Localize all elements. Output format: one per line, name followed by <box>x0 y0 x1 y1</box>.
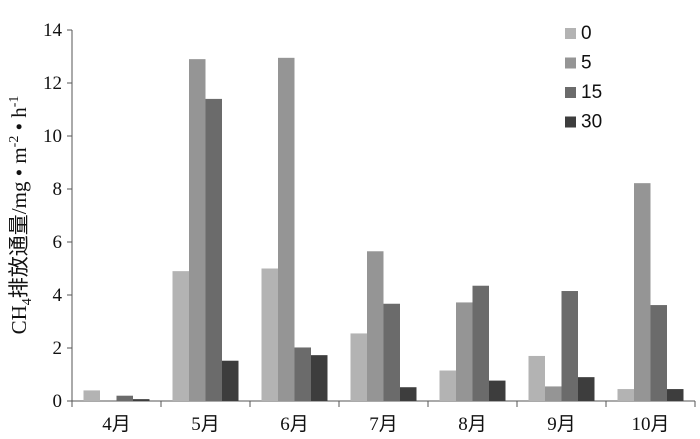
bar <box>472 285 489 401</box>
y-tick-label: 12 <box>43 73 62 94</box>
y-tick-label: 4 <box>53 285 63 306</box>
y-axis-title-mid2: • h <box>7 107 31 136</box>
bar <box>439 370 456 401</box>
y-axis-title-sup1: -2 <box>7 136 22 148</box>
bar <box>561 291 578 401</box>
bar <box>294 347 311 401</box>
y-axis-title-sub: 4 <box>20 298 35 305</box>
bar <box>367 251 384 401</box>
legend-swatch <box>565 87 576 98</box>
legend-swatch <box>565 116 576 128</box>
bar <box>261 268 278 401</box>
bar <box>634 183 651 401</box>
y-tick-label: 2 <box>53 338 63 359</box>
bar <box>650 305 667 401</box>
bar <box>83 390 100 401</box>
legend-label: 15 <box>581 82 602 103</box>
bar <box>172 271 189 401</box>
legend-label: 30 <box>581 112 602 133</box>
legend-swatch <box>565 57 576 69</box>
y-axis-title-base: CH <box>7 305 31 334</box>
bar <box>116 395 133 401</box>
x-tick-label: 8月 <box>458 414 487 435</box>
bar <box>578 377 595 401</box>
bar <box>528 355 545 401</box>
y-tick-label: 8 <box>53 179 63 200</box>
bar <box>189 59 206 402</box>
bar <box>205 98 222 402</box>
y-tick-label: 0 <box>53 391 63 412</box>
x-tick-label: 9月 <box>547 414 576 435</box>
y-axis-title: CH4排放通量/mg • m-2 • h-1 <box>7 96 35 335</box>
bar <box>489 380 506 401</box>
legend-label: 0 <box>581 23 592 44</box>
bar <box>545 386 562 401</box>
x-tick-label: 7月 <box>369 414 398 435</box>
bar <box>222 360 239 401</box>
x-tick-label: 6月 <box>280 414 309 435</box>
legend-swatch <box>565 28 576 39</box>
y-axis-title-sup2: -1 <box>7 96 22 108</box>
bar <box>350 333 367 401</box>
bar <box>133 399 150 401</box>
bar <box>400 387 417 401</box>
plot-area: 0 2 4 6 8 10 12 14 4月 5月 6月 7月 8月 9月 10月 0 5 15 30 <box>43 20 696 435</box>
legend-label: 5 <box>581 53 592 74</box>
bar <box>383 303 400 401</box>
y-tick-label: 6 <box>53 232 63 253</box>
bar <box>456 302 473 401</box>
y-axis-title-mid: 排放通量/mg • m <box>7 147 31 298</box>
x-tick-label: 4月 <box>102 414 131 435</box>
x-tick-label: 10月 <box>631 414 669 435</box>
bar <box>617 389 634 401</box>
y-tick-label: 10 <box>43 126 62 147</box>
y-axis-label: CH4排放通量/mg • m-2 • h-1 <box>7 96 35 335</box>
bar <box>667 389 684 401</box>
bar <box>278 57 295 401</box>
bar <box>311 355 328 401</box>
x-tick-label: 5月 <box>191 414 220 435</box>
y-tick-label: 14 <box>43 20 63 41</box>
